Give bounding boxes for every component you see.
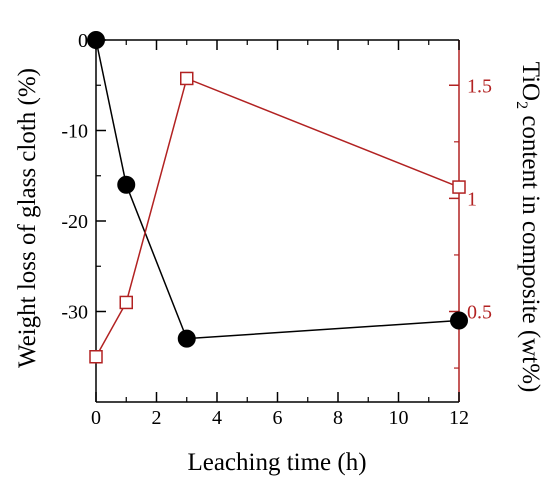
x-tick-label: 6: [273, 407, 283, 429]
right-y-title-subscript: 2: [513, 101, 530, 109]
x-tick-label: 10: [389, 407, 409, 429]
series-2-point: [119, 295, 133, 310]
series-layer: [87, 31, 468, 364]
left-tick-label: -30: [61, 302, 88, 324]
x-tick-label: 0: [91, 407, 101, 429]
x-tick-label: 12: [449, 407, 469, 429]
series-1-point: [177, 329, 196, 348]
x-tick-label: 2: [152, 407, 162, 429]
x-tick-label: 8: [333, 407, 343, 429]
x-axis-ticks: 0 2 4 6 8 10 12: [91, 40, 469, 429]
series-2-line: [95, 77, 460, 358]
left-tick-label: 0: [78, 30, 88, 52]
right-y-title-prefix: TiO: [517, 62, 544, 101]
series-2-point: [452, 180, 466, 194]
series-1-point: [450, 311, 468, 330]
left-tick-label: -10: [61, 121, 88, 143]
right-tick-label: 1: [467, 188, 477, 210]
series-2-point: [89, 350, 103, 364]
x-tick-label: 4: [212, 407, 222, 429]
series-1-point: [87, 31, 105, 49]
x-axis-title: Leaching time (h): [187, 449, 366, 476]
left-axis-ticks: 0 -10 -20 -30: [61, 30, 106, 358]
right-tick-label: 0.5: [467, 302, 492, 324]
left-tick-label: -20: [61, 211, 88, 233]
series-1-point: [117, 175, 136, 194]
series-1-line: [95, 39, 460, 340]
right-axis-ticks: 0.5 1 1.5: [449, 75, 492, 369]
right-y-title-suffix: content in composite (wt%): [517, 109, 544, 392]
right-tick-label: 1.5: [467, 75, 492, 97]
series-2-point: [180, 71, 194, 86]
right-y-axis-title: TiO2 content in composite (wt%): [513, 62, 544, 393]
left-y-axis-title: Weight loss of glass cloth (%): [14, 68, 41, 368]
plot-frame: [95, 39, 460, 403]
